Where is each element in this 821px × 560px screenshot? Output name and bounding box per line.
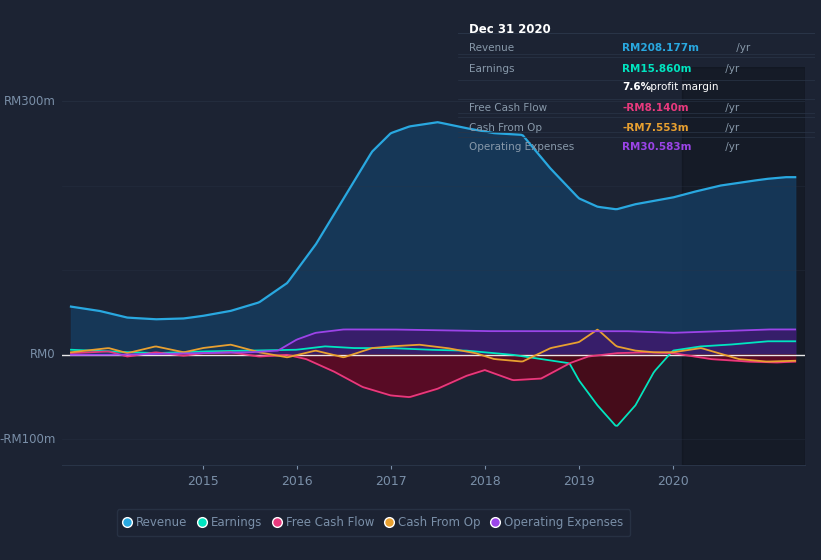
- Text: -RM7.553m: -RM7.553m: [622, 123, 689, 133]
- Text: Operating Expenses: Operating Expenses: [469, 142, 574, 152]
- Text: Earnings: Earnings: [469, 64, 514, 74]
- Text: /yr: /yr: [722, 104, 740, 113]
- Text: /yr: /yr: [722, 142, 740, 152]
- Text: RM30.583m: RM30.583m: [622, 142, 692, 152]
- Text: profit margin: profit margin: [648, 82, 719, 92]
- Text: RM15.860m: RM15.860m: [622, 64, 692, 74]
- Text: RM0: RM0: [30, 348, 56, 361]
- Text: Cash From Op: Cash From Op: [469, 123, 542, 133]
- Text: 7.6%: 7.6%: [622, 82, 652, 92]
- Text: /yr: /yr: [722, 64, 740, 74]
- Text: Free Cash Flow: Free Cash Flow: [469, 104, 547, 113]
- Text: -RM8.140m: -RM8.140m: [622, 104, 689, 113]
- Text: RM208.177m: RM208.177m: [622, 43, 699, 53]
- Legend: Revenue, Earnings, Free Cash Flow, Cash From Op, Operating Expenses: Revenue, Earnings, Free Cash Flow, Cash …: [117, 509, 631, 536]
- Bar: [682, 67, 805, 465]
- Text: /yr: /yr: [722, 123, 740, 133]
- Text: -RM100m: -RM100m: [0, 433, 56, 446]
- Text: Dec 31 2020: Dec 31 2020: [469, 23, 551, 36]
- Text: Revenue: Revenue: [469, 43, 514, 53]
- Text: RM300m: RM300m: [4, 95, 56, 108]
- Text: /yr: /yr: [733, 43, 750, 53]
